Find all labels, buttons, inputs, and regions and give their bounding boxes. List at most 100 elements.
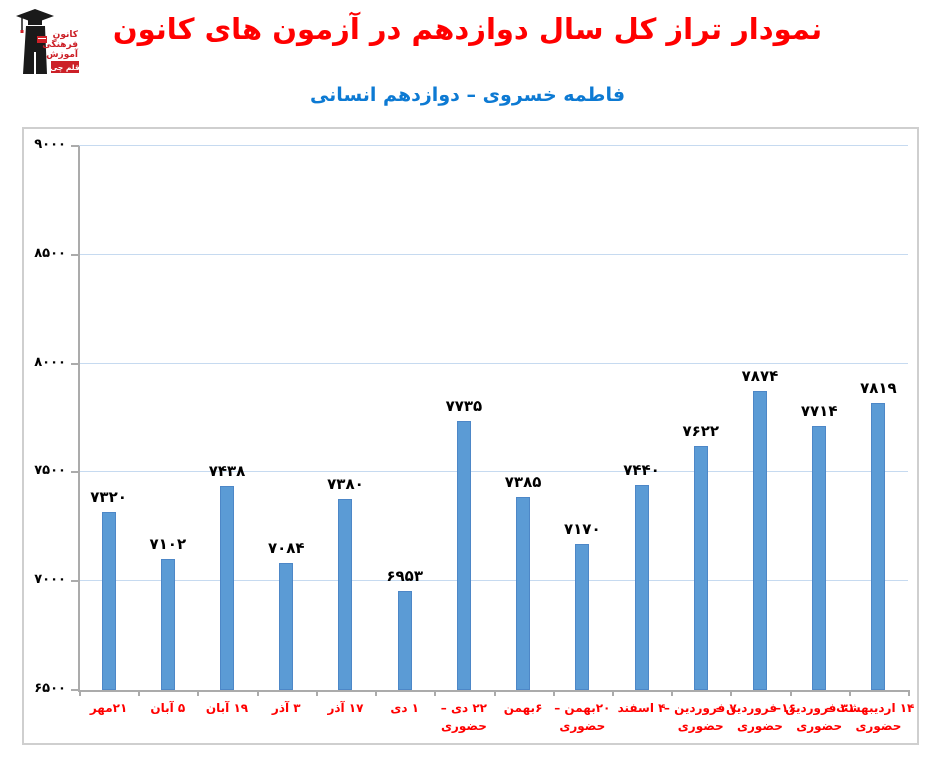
bar-value-label: ۷۴۳۸ [208,461,246,480]
bar-value-label: ۷۷۱۴ [800,401,838,420]
x-axis-tick [730,690,733,696]
x-axis-category-label: ۷ فروردین – حضوری [663,699,737,735]
x-axis-tick [315,690,318,696]
graduate-logo-icon: کانون فرهنگی آموزش قلم چی [16,9,80,74]
y-axis-tick-label: ۸۰۰۰ [34,354,66,370]
x-axis-category-label-line: ۶بهمن [503,701,543,715]
y-axis-tick-label: ۹۰۰۰ [34,137,66,152]
x-axis-category-label-line: ۱۷ آذر [327,701,364,715]
bar-value-label: ۶۹۵۳ [386,567,423,586]
x-axis-tick [671,690,674,696]
x-axis-category-label: ۱۹ آبان [191,699,263,717]
bar-value-label: ۷۳۲۰ [90,487,127,506]
x-axis-category-label: ۱۶ فروردین – حضوری [715,699,796,735]
x-axis-category-label: ۴ اسفند [606,699,678,717]
y-gridline [79,471,908,473]
x-axis-tick [611,690,614,696]
bar [160,559,175,690]
bar [693,445,708,690]
x-axis-tick [197,690,200,696]
x-axis-category-label: ۲۱مهر [73,699,145,717]
x-axis-category-label-line: ۵ آبان [150,701,186,715]
y-axis-line [78,146,80,691]
x-axis-category-label-line: ۱۹ آبان [205,701,249,715]
x-axis-category-label: ۱ دی [369,699,441,717]
bar [279,562,294,690]
logo-badge: قلم چی [50,63,80,72]
chart-subtitle: فاطمه خسروی – دوازدهم انسانی [309,84,626,106]
y-gridline [79,145,908,146]
y-gridline [79,253,908,255]
x-axis-category-label: ۱۴ اردیبهشت – حضوری [825,699,915,735]
x-axis-category-label-line: ۴ اسفند [617,701,666,715]
x-axis-category-label: ۳ آذر [250,699,322,717]
chart-title: نمودار تراز کل سال دوازدهم در آزمون های … [112,12,823,46]
logo-text-line-1: کانون [53,30,79,40]
bar [871,402,886,690]
bar-value-label: ۷۱۰۲ [149,535,187,553]
x-axis-category-label: ۶بهمن [487,699,559,717]
x-axis-category-label-line: حضوری [855,719,902,733]
y-axis-tick [71,471,79,474]
x-axis-category-label-line: ۳ آذر [271,701,301,715]
bar-value-label: ۷۳۸۵ [504,473,542,492]
x-axis-category-label-line: حضوری [737,719,783,733]
bar-value-label: ۷۴۴۰ [623,461,660,480]
x-axis-category-label-line: ۲۲ دی – [440,701,487,715]
x-axis-tick [375,690,378,696]
y-axis-tick [71,145,79,147]
x-axis-category-label-line: حضوری [677,719,724,733]
x-axis-category-label: ۱۷ آذر [309,699,381,717]
x-axis-tick [138,690,141,696]
bar-value-label: ۷۶۲۲ [682,421,720,440]
x-axis-category-label-line: حضوری [440,719,487,733]
x-axis-category-label: ۵ آبان [132,699,204,717]
y-axis-tick-label: ۷۵۰۰ [34,463,66,479]
bar [752,391,767,690]
bar [101,511,116,690]
x-axis-category-label: ۲۲ دی – حضوری [428,699,500,735]
x-axis-category-label-line: حضوری [796,719,843,733]
y-axis-tick [71,689,79,691]
x-axis-category-label-line: ۱۶ فروردین – [715,701,796,715]
y-axis-tick [71,580,79,583]
x-axis-tick [908,690,910,696]
bar [634,485,649,690]
x-axis-category-label-line: ۳۱ فروردین – [775,701,856,715]
plot-area: ۶۵۰۰ ۷۰۰۰ ۷۵۰۰ ۸۰۰۰ ۸۵۰۰ ۹۰۰۰ ۷۳۲۰ ۲۱مهر ۷۱۰۲ ۵ آ… [24,129,917,743]
y-axis-tick [71,253,79,256]
x-axis-category-label-line: ۲۰بهمن – [554,701,611,715]
x-axis-category-label-line: ۷ فروردین – [663,701,737,715]
y-axis-tick-label: ۶۵۰۰ [34,681,66,696]
bar-value-label: ۷۰۸۴ [267,538,305,557]
x-axis-tick [552,690,555,696]
x-axis-tick [493,690,496,696]
x-axis-category-label-line: ۲۱مهر [89,701,128,715]
bar-value-label: ۷۳۸۰ [327,474,364,493]
logo-text-line-3: آموزش [46,48,79,60]
x-axis-category-label-line: ۱ دی [390,701,419,715]
chart-frame: ۶۵۰۰ ۷۰۰۰ ۷۵۰۰ ۸۰۰۰ ۸۵۰۰ ۹۰۰۰ ۷۳۲۰ ۲۱مهر ۷۱۰۲ ۵ آ… [22,127,919,745]
y-gridline [79,362,908,364]
y-gridline [79,580,908,582]
logo-text-line-2: فرهنگی [42,38,78,50]
x-axis-category-label: ۳۱ فروردین – حضوری [775,699,856,735]
bar [397,591,412,690]
bar [516,497,531,690]
x-axis-tick [434,690,437,696]
x-axis-category-label-line: ۱۴ اردیبهشت – [825,701,915,715]
bar [456,421,471,690]
bar [575,544,590,690]
y-axis-tick-label: ۸۵۰۰ [34,245,66,261]
bar-value-label: ۷۱۷۰ [564,520,601,539]
x-axis-category-label-line: حضوری [559,719,606,733]
y-axis-tick-label: ۷۰۰۰ [34,572,66,588]
x-axis-tick [256,690,259,696]
bar-value-label: ۷۸۱۹ [860,378,897,397]
kanoon-logo: کانون فرهنگی آموزش قلم چی [14,6,80,78]
x-axis-tick [79,690,81,696]
x-axis-tick [789,690,792,696]
x-axis-category-label: ۲۰بهمن – حضوری [546,699,618,735]
bar-value-label: ۷۸۷۴ [741,367,779,386]
